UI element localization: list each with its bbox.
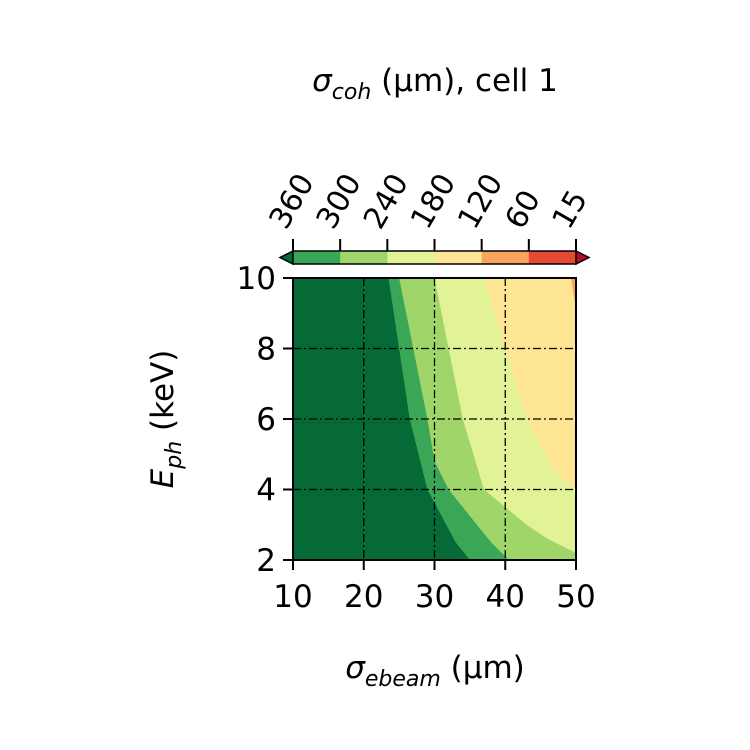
y-tick-label: 10: [237, 261, 276, 297]
title-symbol: σ: [312, 63, 333, 99]
ylabel-rest: (keV): [145, 350, 181, 441]
x-tick-label: 50: [556, 579, 595, 615]
x-tick-label: 30: [415, 579, 454, 615]
y-tick-label: 8: [256, 332, 276, 368]
x-tick-label: 10: [273, 579, 312, 615]
colorbar-band: [387, 251, 435, 264]
colorbar-tick-label: 240: [357, 168, 416, 235]
x-tick-label: 20: [344, 579, 383, 615]
grid-lines: [293, 278, 576, 560]
x-axis-label: σebeam (μm): [345, 650, 525, 692]
title-subscript: coh: [332, 80, 372, 105]
colorbar-tick-label: 360: [263, 168, 322, 235]
ylabel-subscript: ph: [162, 441, 187, 470]
colorbar-tick-label: 120: [451, 168, 510, 235]
chart-title: σcoh (μm), cell 1: [312, 63, 558, 105]
colorbar-band: [293, 251, 341, 264]
y-axis-label: Eph (keV): [145, 350, 187, 489]
colorbar-band: [481, 251, 530, 264]
y-axis: 2 4 6 8 10: [237, 261, 293, 579]
colorbar-band: [528, 251, 577, 264]
x-axis: 10 20 30 40 50: [273, 560, 596, 615]
y-tick-label: 4: [256, 473, 276, 509]
colorbar-band: [340, 251, 388, 264]
colorbar-band: [434, 251, 483, 264]
colorbar-extend-high: [575, 249, 591, 266]
colorbar-tick-label: 300: [310, 168, 369, 235]
contour-region: [571, 278, 576, 310]
y-tick-label: 6: [256, 402, 276, 438]
y-tick-label: 2: [256, 543, 276, 579]
colorbar-tick-label: 180: [404, 168, 463, 235]
xlabel-subscript: ebeam: [365, 667, 441, 692]
contour-region: [484, 278, 576, 490]
colorbar-extend-low: [278, 249, 294, 266]
xlabel-symbol: σ: [345, 650, 366, 686]
colorbar: [278, 249, 591, 266]
colorbar-tick-label: 15: [546, 184, 595, 235]
ylabel-symbol: E: [145, 468, 181, 488]
xlabel-rest: (μm): [441, 650, 525, 686]
title-rest: (μm), cell 1: [371, 63, 558, 99]
x-tick-label: 40: [486, 579, 525, 615]
